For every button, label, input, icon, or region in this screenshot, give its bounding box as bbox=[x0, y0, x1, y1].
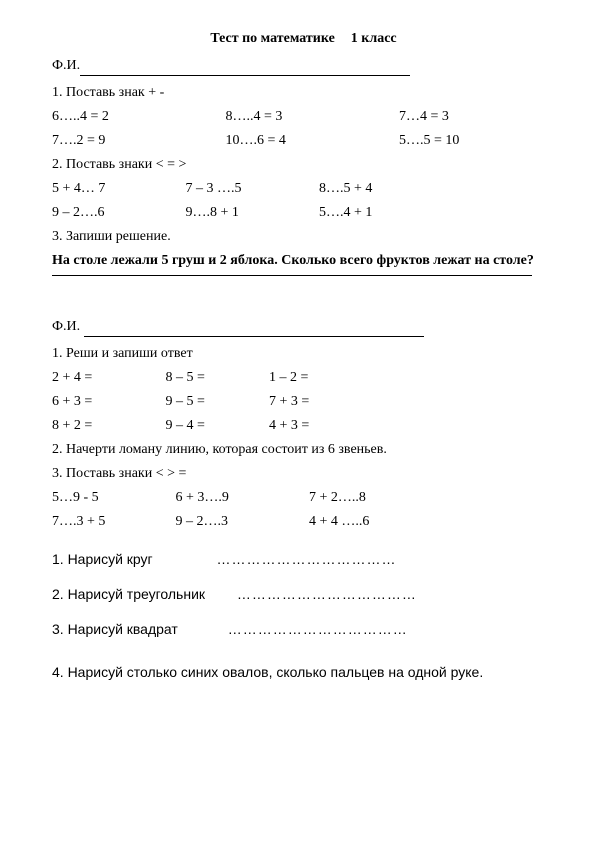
dots: ……………………………… bbox=[237, 584, 417, 605]
cell: 7….3 + 5 bbox=[52, 511, 172, 532]
cell: 8….5 + 4 bbox=[319, 178, 372, 199]
s2-task1-row3: 8 + 2 = 9 – 4 = 4 + 3 = bbox=[52, 415, 555, 436]
s2-task3-row1: 5…9 - 5 6 + 3….9 7 + 2…..8 bbox=[52, 487, 555, 508]
dots: ……………………………… bbox=[228, 619, 408, 640]
task2-row1: 5 + 4… 7 7 – 3 ….5 8….5 + 4 bbox=[52, 178, 555, 199]
cell: 2 + 4 = bbox=[52, 367, 162, 388]
draw-label-2: 2. Нарисуй треугольник bbox=[52, 586, 205, 602]
cell: 7 + 2…..8 bbox=[309, 487, 366, 508]
cell: 9 – 4 = bbox=[166, 415, 266, 436]
draw-row-2: 2. Нарисуй треугольник ……………………………… bbox=[52, 577, 555, 612]
name-underline bbox=[80, 63, 410, 76]
cell: 8 + 2 = bbox=[52, 415, 162, 436]
s2-task3-label: 3. Поставь знаки < > = bbox=[52, 463, 555, 484]
draw-row-3: 3. Нарисуй квадрат ……………………………… bbox=[52, 612, 555, 647]
cell: 7…4 = 3 bbox=[399, 106, 449, 127]
cell: 9 – 2….3 bbox=[176, 511, 306, 532]
cell: 8 – 5 = bbox=[166, 367, 266, 388]
task2-row2: 9 – 2….6 9….8 + 1 5….4 + 1 bbox=[52, 202, 555, 223]
s2-task2-label: 2. Начерти ломану линию, которая состоит… bbox=[52, 439, 555, 460]
task1-row1: 6…..4 = 2 8…..4 = 3 7…4 = 3 bbox=[52, 106, 555, 127]
s2-task3-row2: 7….3 + 5 9 – 2….3 4 + 4 …..6 bbox=[52, 511, 555, 532]
draw-row-1: 1. Нарисуй круг ……………………………… bbox=[52, 542, 555, 577]
cell: 6 + 3 = bbox=[52, 391, 162, 412]
draw-label-1: 1. Нарисуй круг bbox=[52, 551, 153, 567]
task3-label: 3. Запиши решение. bbox=[52, 226, 555, 247]
s2-task1-row1: 2 + 4 = 8 – 5 = 1 – 2 = bbox=[52, 367, 555, 388]
name-label-2: Ф.И. bbox=[52, 319, 80, 334]
cell: 6…..4 = 2 bbox=[52, 106, 222, 127]
cell: 5….4 + 1 bbox=[319, 202, 372, 223]
cell: 1 – 2 = bbox=[269, 367, 308, 388]
answer-line bbox=[52, 275, 532, 276]
cell: 7 + 3 = bbox=[269, 391, 309, 412]
task3-problem: На столе лежали 5 груш и 2 яблока. Сколь… bbox=[52, 250, 555, 271]
draw-row-4: 4. Нарисуй столько синих овалов, сколько… bbox=[52, 647, 555, 690]
cell: 5…9 - 5 bbox=[52, 487, 172, 508]
name-line-2: Ф.И. bbox=[52, 316, 555, 337]
dots: ……………………………… bbox=[217, 549, 397, 570]
name-line-1: Ф.И. bbox=[52, 55, 555, 76]
s2-task1-label: 1. Реши и запиши ответ bbox=[52, 343, 555, 364]
draw-label-4: 4. Нарисуй столько синих овалов, сколько… bbox=[52, 664, 483, 680]
cell: 5….5 = 10 bbox=[399, 130, 459, 151]
cell: 7 – 3 ….5 bbox=[186, 178, 316, 199]
name-underline-2 bbox=[84, 324, 424, 337]
task2-label: 2. Поставь знаки < = > bbox=[52, 154, 555, 175]
task1-row2: 7….2 = 9 10….6 = 4 5….5 = 10 bbox=[52, 130, 555, 151]
cell: 5 + 4… 7 bbox=[52, 178, 182, 199]
task1-label: 1. Поставь знак + - bbox=[52, 82, 555, 103]
cell: 4 + 4 …..6 bbox=[309, 511, 369, 532]
cell: 9….8 + 1 bbox=[186, 202, 316, 223]
cell: 4 + 3 = bbox=[269, 415, 309, 436]
cell: 7….2 = 9 bbox=[52, 130, 222, 151]
draw-label-3: 3. Нарисуй квадрат bbox=[52, 621, 178, 637]
s2-task1-row2: 6 + 3 = 9 – 5 = 7 + 3 = bbox=[52, 391, 555, 412]
title-right: 1 класс bbox=[351, 31, 397, 46]
cell: 10….6 = 4 bbox=[226, 130, 396, 151]
title-left: Тест по математике bbox=[210, 31, 334, 46]
name-label: Ф.И. bbox=[52, 58, 80, 73]
page-title: Тест по математике 1 класс bbox=[52, 28, 555, 49]
cell: 8…..4 = 3 bbox=[226, 106, 396, 127]
cell: 9 – 2….6 bbox=[52, 202, 182, 223]
cell: 6 + 3….9 bbox=[176, 487, 306, 508]
cell: 9 – 5 = bbox=[166, 391, 266, 412]
